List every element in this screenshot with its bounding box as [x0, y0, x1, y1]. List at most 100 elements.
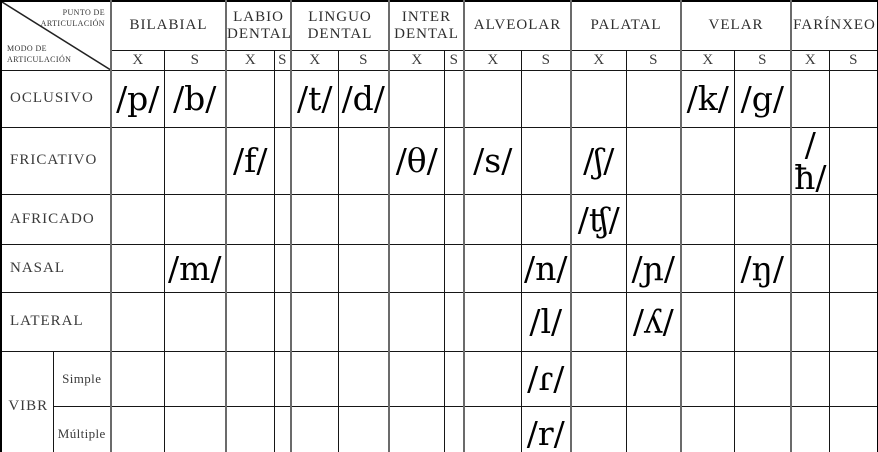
diagonal-divider-line — [2, 2, 109, 69]
phoneme-cell — [828, 193, 878, 245]
phoneme-cell — [290, 350, 339, 407]
phoneme-cell — [680, 243, 735, 293]
phoneme-cell — [828, 291, 878, 352]
phoneme-cell — [520, 193, 572, 245]
phoneme-cell: /t/ — [290, 69, 339, 128]
subheader-bilabial-s: S — [163, 49, 227, 71]
phoneme-cell — [625, 126, 682, 195]
phoneme-cell: /ɲ/ — [625, 243, 682, 293]
phoneme-cell — [290, 193, 339, 245]
phoneme-cell: /ʧ/ — [570, 193, 627, 245]
subheader-palatal-s: S — [625, 49, 682, 71]
phoneme-cell — [163, 193, 227, 245]
subheader-farinxeo-x: X — [790, 49, 830, 71]
phoneme-cell — [337, 350, 390, 407]
phoneme-cell — [625, 405, 682, 452]
phoneme-cell — [570, 291, 627, 352]
phoneme-cell — [337, 193, 390, 245]
phoneme-cell — [273, 291, 292, 352]
subheader-alveolar-x: X — [463, 49, 522, 71]
column-group-palatal: PALATAL — [570, 0, 682, 51]
phoneme-cell — [790, 291, 830, 352]
phoneme-cell — [790, 405, 830, 452]
row-label-africado: AFRICADO — [0, 193, 112, 245]
phoneme-cell — [828, 243, 878, 293]
phoneme-cell: /n/ — [520, 243, 572, 293]
row-label-fricativo: FRICATIVO — [0, 126, 112, 195]
phoneme-cell — [388, 405, 445, 452]
phoneme-cell — [463, 243, 522, 293]
phoneme-cell — [388, 69, 445, 128]
row-label-oclusivo: OCLUSIVO — [0, 69, 112, 128]
phoneme-cell — [225, 193, 275, 245]
phoneme-cell — [828, 69, 878, 128]
corner-label-modo-de-articulacion: MODO DE ARTICULACIÓN — [7, 43, 71, 65]
column-group-farinxeo: FARÍNXEO — [790, 0, 878, 51]
phoneme-cell — [443, 126, 465, 195]
phoneme-cell — [110, 193, 165, 245]
subheader-bilabial-x: X — [110, 49, 165, 71]
phoneme-cell — [463, 291, 522, 352]
phoneme-cell — [273, 193, 292, 245]
phoneme-cell — [790, 350, 830, 407]
corner-modo-line1: MODO DE — [7, 44, 47, 54]
phoneme-cell — [443, 193, 465, 245]
phoneme-cell — [337, 243, 390, 293]
phoneme-cell — [290, 291, 339, 352]
phoneme-cell — [790, 193, 830, 245]
phoneme-cell — [443, 405, 465, 452]
phoneme-cell — [570, 405, 627, 452]
phoneme-cell: /ʃ/ — [570, 126, 627, 195]
corner-label-punto-de-articulacion: PUNTO DE ARTICULACIÓN — [41, 7, 105, 29]
phoneme-cell — [828, 405, 878, 452]
subheader-interdental-x: X — [388, 49, 445, 71]
column-group-alveolar: ALVEOLAR — [463, 0, 572, 51]
subheader-velar-x: X — [680, 49, 735, 71]
phoneme-cell — [290, 126, 339, 195]
phoneme-cell: /ŋ/ — [733, 243, 792, 293]
phoneme-cell — [520, 69, 572, 128]
phoneme-cell — [163, 291, 227, 352]
column-group-velar: VELAR — [680, 0, 792, 51]
phoneme-cell — [680, 405, 735, 452]
phoneme-cell — [337, 291, 390, 352]
phoneme-cell — [733, 405, 792, 452]
phoneme-cell: /ʎ/ — [625, 291, 682, 352]
row-label-vibr: VIBR — [0, 350, 54, 452]
phoneme-cell — [443, 69, 465, 128]
phoneme-cell — [290, 405, 339, 452]
phoneme-cell — [273, 405, 292, 452]
row-sublabel-multiple: Múltiple — [52, 405, 112, 452]
phoneme-cell — [163, 350, 227, 407]
phoneme-cell — [163, 126, 227, 195]
subheader-velar-s: S — [733, 49, 792, 71]
corner-modo-line2: ARTICULACIÓN — [7, 55, 72, 65]
subheader-labiodental-s: S — [273, 49, 292, 71]
phoneme-cell — [733, 350, 792, 407]
corner-punto-line2: ARTICULACIÓN — [40, 19, 105, 29]
phoneme-cell — [828, 350, 878, 407]
corner-punto-line1: PUNTO DE — [62, 8, 105, 17]
corner-cell: PUNTO DE ARTICULACIÓN MODO DE ARTICULACI… — [0, 0, 112, 71]
phoneme-cell — [388, 243, 445, 293]
subheader-alveolar-s: S — [520, 49, 572, 71]
row-label-lateral: LATERAL — [0, 291, 112, 352]
subheader-linguodental-x: X — [290, 49, 339, 71]
column-group-linguodental: LINGUO DENTAL — [290, 0, 390, 51]
phoneme-cell: /d/ — [337, 69, 390, 128]
phoneme-cell — [110, 350, 165, 407]
column-group-bilabial: BILABIAL — [110, 0, 227, 51]
phoneme-cell: /θ/ — [388, 126, 445, 195]
phoneme-cell — [733, 193, 792, 245]
phoneme-cell — [570, 69, 627, 128]
phoneme-cell — [625, 350, 682, 407]
phoneme-cell — [110, 405, 165, 452]
phoneme-cell — [463, 405, 522, 452]
phoneme-cell: /s/ — [463, 126, 522, 195]
phoneme-cell — [680, 350, 735, 407]
subheader-labiodental-x: X — [225, 49, 275, 71]
phoneme-cell — [110, 126, 165, 195]
subheader-farinxeo-s: S — [828, 49, 878, 71]
phoneme-cell — [625, 193, 682, 245]
